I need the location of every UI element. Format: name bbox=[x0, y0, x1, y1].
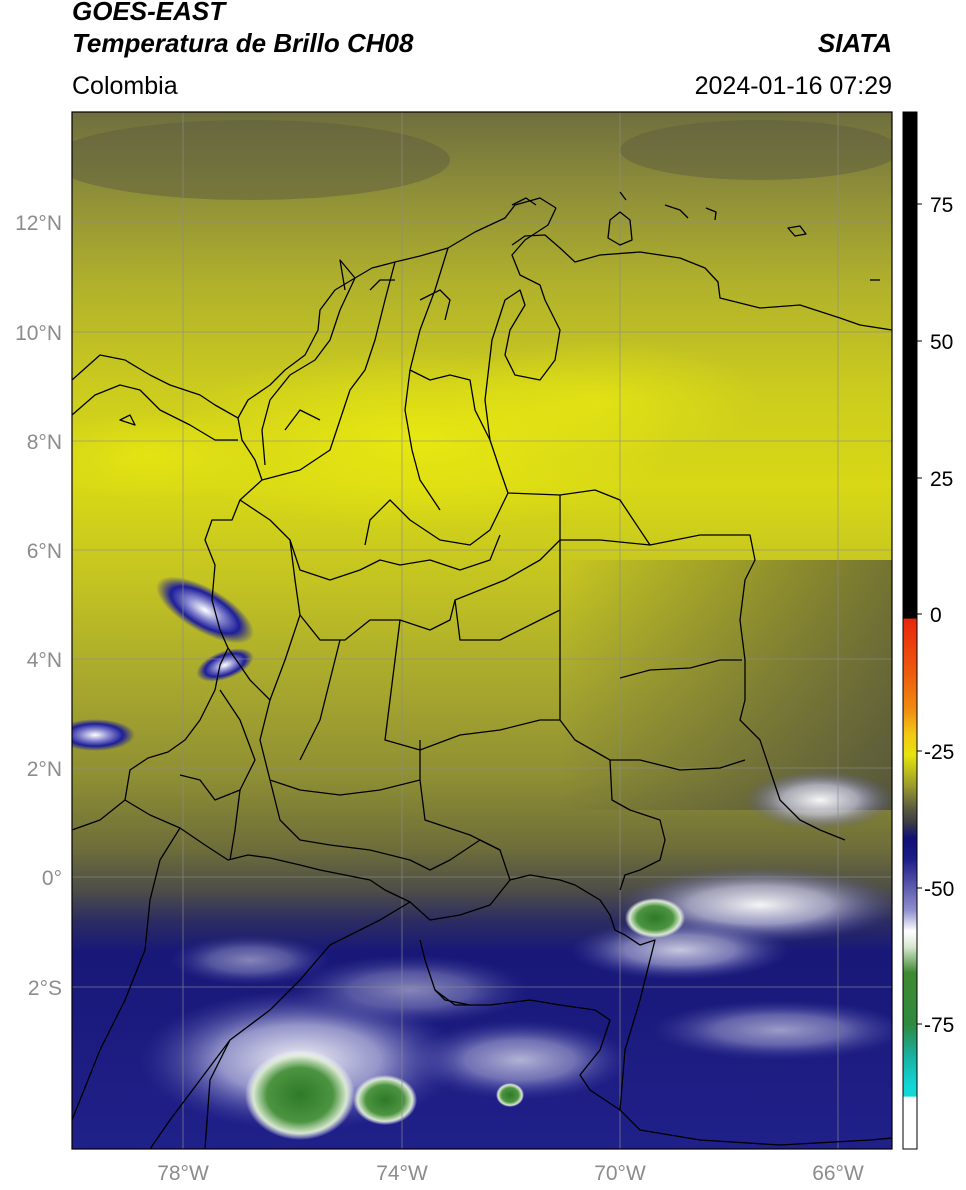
product-title: Temperatura de Brillo CH08 bbox=[72, 28, 414, 58]
lat-tick-label: 12°N bbox=[15, 212, 62, 235]
colorbar-tick-label: 50 bbox=[930, 331, 953, 354]
lat-tick-label: 10°N bbox=[15, 322, 62, 345]
venezuela-brazil-border bbox=[559, 495, 746, 771]
latitude-labels: 12°N 10°N 8°N 6°N 4°N 2°N 0° 2°S bbox=[15, 212, 62, 1000]
region-label: Colombia bbox=[72, 72, 178, 100]
lon-tick-label: 70°W bbox=[594, 1162, 646, 1185]
organization-label: SIATA bbox=[817, 28, 892, 58]
lat-tick-label: 8°N bbox=[27, 431, 62, 454]
map-frame bbox=[71, 111, 893, 1150]
colorbar-tick-label: -75 bbox=[924, 1014, 954, 1037]
satellite-image bbox=[72, 112, 892, 1149]
lon-tick-label: 78°W bbox=[157, 1162, 209, 1185]
lon-tick-label: 66°W bbox=[812, 1162, 864, 1185]
lat-tick-label: 2°N bbox=[27, 758, 62, 781]
colombia-east-border bbox=[484, 207, 846, 841]
colorbar-tick-label: 75 bbox=[930, 194, 953, 217]
colorbar-tick-label: -50 bbox=[924, 878, 954, 901]
lat-tick-label: 4°N bbox=[27, 649, 62, 672]
colorbar-tick-label: 25 bbox=[930, 468, 953, 491]
lon-tick-label: 74°W bbox=[376, 1162, 428, 1185]
lat-tick-label: 2°S bbox=[28, 977, 62, 1000]
country-borders bbox=[72, 191, 892, 1149]
lat-tick-label: 6°N bbox=[27, 540, 62, 563]
colorbar-tick-label: -25 bbox=[924, 741, 954, 764]
colorbar: 75 50 25 0 -25 -50 -75 bbox=[902, 111, 954, 1150]
panama-coast bbox=[72, 354, 239, 419]
lat-tick-label: 0° bbox=[42, 867, 62, 890]
venezuela-coast bbox=[511, 234, 892, 331]
colorbar-gradient bbox=[903, 112, 917, 1149]
map-grid bbox=[72, 112, 892, 1149]
satellite-title: GOES-EAST bbox=[72, 0, 226, 26]
colorbar-tick-label: 0 bbox=[930, 604, 942, 627]
colorbar-frame bbox=[902, 111, 918, 1150]
ecuador-border bbox=[72, 799, 126, 831]
datetime-label: 2024-01-16 07:29 bbox=[694, 72, 892, 100]
longitude-labels: 78°W 74°W 70°W 66°W bbox=[157, 1162, 864, 1185]
